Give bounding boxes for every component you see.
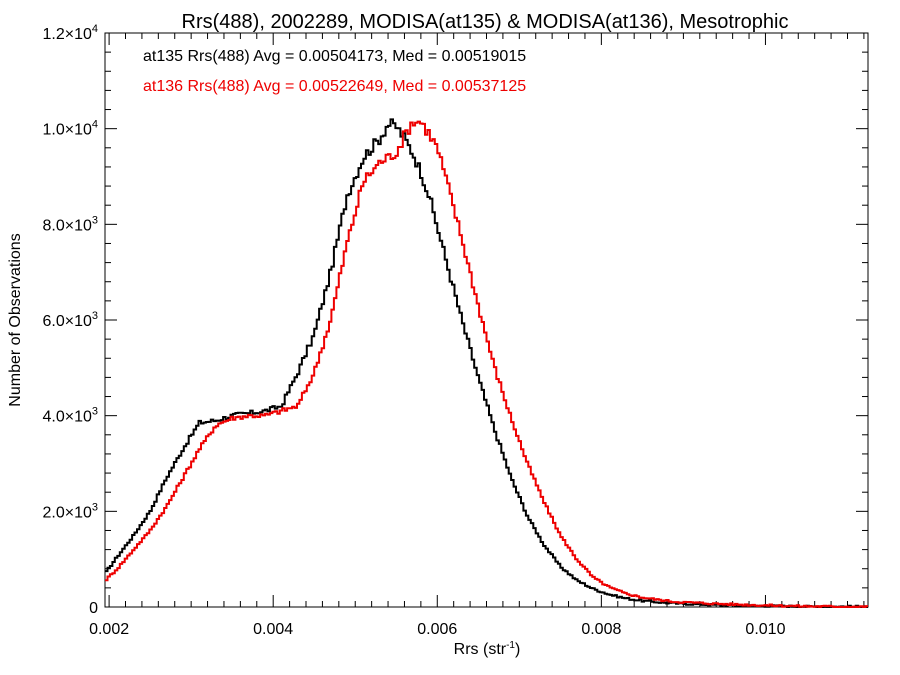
y-tick-label-mantissa: 4.0×10 [42, 409, 91, 426]
series-line-at136 [105, 120, 868, 608]
y-tick-label: 6.0×103 [42, 310, 98, 330]
y-axis-label: Number of Observations [7, 233, 24, 406]
y-tick-label-exponent: 3 [92, 406, 98, 418]
x-axis-label-exponent: -1 [506, 640, 515, 651]
series-layer [105, 118, 868, 608]
y-tick-label: 2.0×103 [42, 501, 98, 521]
y-tick-label-mantissa: 0 [89, 600, 98, 617]
y-tick-label: 1.2×104 [42, 23, 98, 43]
y-tick-label-exponent: 3 [92, 501, 98, 513]
y-tick-label: 0 [89, 600, 98, 617]
x-tick-label: 0.002 [89, 621, 129, 638]
x-axis-label-close: ) [515, 641, 520, 658]
y-tick-label: 1.0×104 [42, 119, 98, 139]
x-tick-label: 0.010 [745, 621, 785, 638]
series-label-at136: at136 Rrs(488) Avg = 0.00522649, Med = 0… [143, 78, 526, 95]
y-tick-label-exponent: 4 [92, 119, 98, 131]
chart-title: Rrs(488), 2002289, MODISA(at135) & MODIS… [182, 11, 789, 33]
y-tick-label-exponent: 3 [92, 214, 98, 226]
x-axis: 0.002 0.004 0.006 0.008 0.010 [89, 33, 865, 638]
y-tick-label: 4.0×103 [42, 406, 98, 426]
series-line-at135 [105, 118, 868, 608]
x-tick-label: 0.004 [253, 621, 293, 638]
y-tick-label-exponent: 4 [92, 23, 98, 35]
x-tick-label: 0.006 [417, 621, 457, 638]
y-axis: 02.0×1034.0×1036.0×1038.0×1031.0×1041.2×… [42, 23, 868, 617]
y-tick-label-mantissa: 1.2×10 [42, 26, 91, 43]
y-tick-label-mantissa: 8.0×10 [42, 217, 91, 234]
y-tick-label-mantissa: 6.0×10 [42, 313, 91, 330]
x-axis-label: Rrs (str-1) [454, 640, 521, 658]
x-tick-label: 0.008 [581, 621, 621, 638]
y-tick-label-exponent: 3 [92, 310, 98, 322]
y-tick-label-mantissa: 2.0×10 [42, 504, 91, 521]
series-label-at135: at135 Rrs(488) Avg = 0.00504173, Med = 0… [143, 48, 526, 65]
plot-frame [104, 32, 869, 608]
y-tick-label: 8.0×103 [42, 214, 98, 234]
x-axis-label-text: Rrs (str [454, 641, 507, 658]
y-tick-label-mantissa: 1.0×10 [42, 122, 91, 139]
